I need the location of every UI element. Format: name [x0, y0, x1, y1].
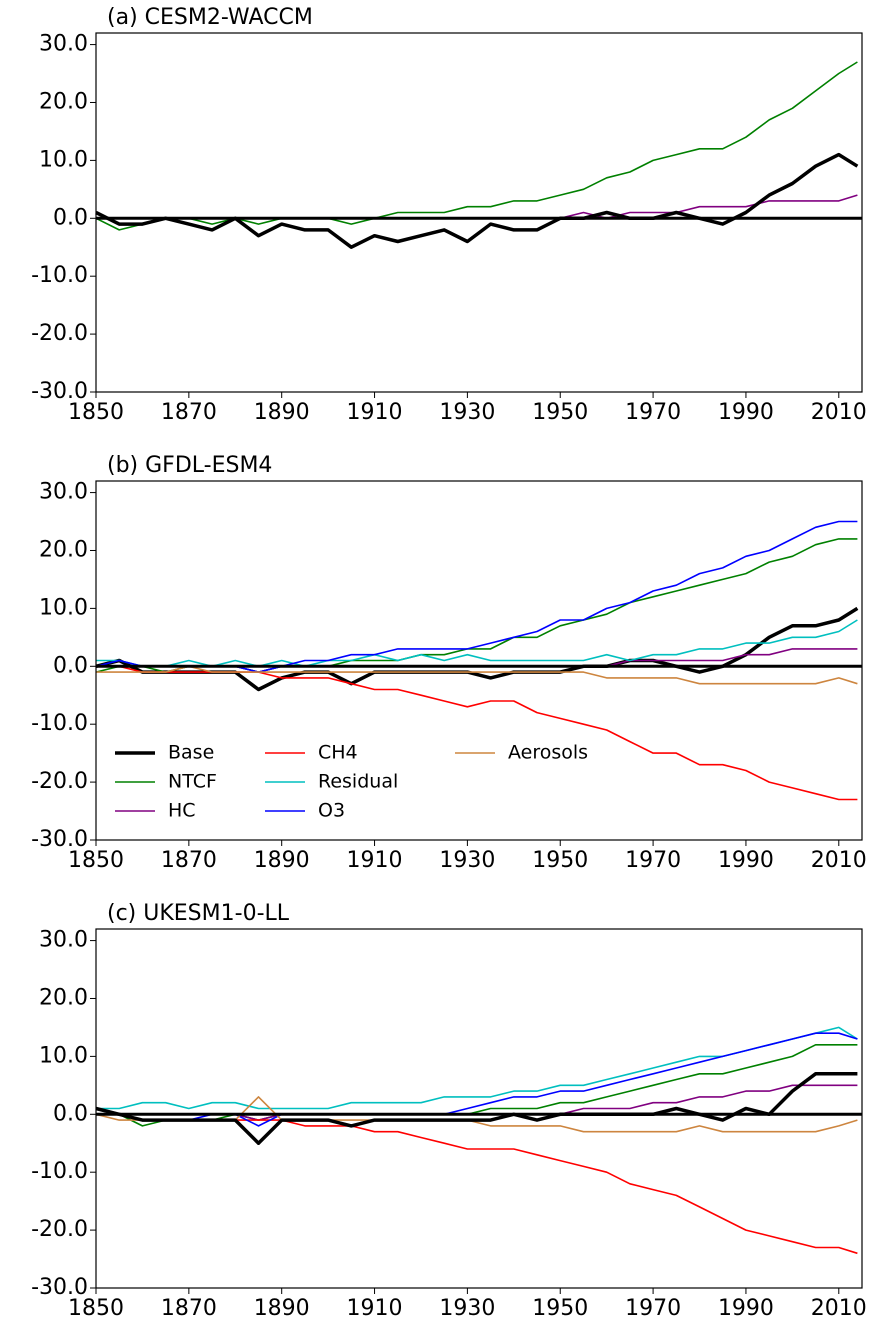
- x-tick-label: 1970: [625, 848, 681, 873]
- x-tick-label: 1870: [161, 848, 217, 873]
- y-tick-label: -30.0: [31, 1275, 88, 1300]
- axes-frame: [95, 928, 863, 1289]
- y-tick-label: -10.0: [31, 1159, 88, 1184]
- series-line: [96, 665, 858, 685]
- y-tick-label: 10.0: [39, 1043, 88, 1068]
- series-line: [96, 1044, 858, 1127]
- x-tick-label: 1890: [254, 1296, 310, 1321]
- x-tick-label: 1910: [347, 1296, 403, 1321]
- y-tick-label: 10.0: [39, 147, 88, 172]
- x-tick-label: 1850: [68, 400, 124, 425]
- x-tick-label: 1850: [68, 1296, 124, 1321]
- x-tick-label: 1950: [532, 848, 588, 873]
- x-tick-label: 1990: [718, 1296, 774, 1321]
- x-tick-label: 1950: [532, 400, 588, 425]
- legend-label: Base: [168, 742, 214, 764]
- x-tick-label: 1890: [254, 400, 310, 425]
- series-line: [95, 538, 858, 673]
- y-tick-label: 10.0: [39, 595, 88, 620]
- y-tick-label: -30.0: [31, 379, 88, 404]
- axes-frame: [95, 480, 863, 841]
- series-line: [95, 152, 859, 249]
- series-line: [96, 619, 858, 668]
- x-tick-label: 1970: [625, 400, 681, 425]
- legend-label: HC: [168, 800, 196, 822]
- panel-title: (a) CESM2-WACCM: [107, 5, 313, 30]
- y-tick-label: -20.0: [31, 321, 88, 346]
- y-tick-label: 30.0: [39, 32, 88, 57]
- panel-title: (c) UKESM1-0-LL: [107, 901, 290, 926]
- y-tick-label: 0.0: [53, 653, 88, 678]
- x-tick-label: 1870: [161, 400, 217, 425]
- legend-label: O3: [318, 800, 345, 822]
- y-tick-label: 20.0: [39, 537, 88, 562]
- y-tick-label: 30.0: [39, 480, 88, 505]
- x-tick-label: 2010: [811, 848, 867, 873]
- y-tick-label: -20.0: [31, 1217, 88, 1242]
- legend-label: NTCF: [168, 771, 217, 793]
- series-line: [96, 1113, 858, 1255]
- x-tick-label: 1990: [718, 848, 774, 873]
- legend-label: CH4: [318, 742, 358, 764]
- y-tick-label: 20.0: [39, 89, 88, 114]
- series-line: [95, 61, 858, 231]
- y-tick-label: -10.0: [31, 263, 88, 288]
- x-tick-label: 1850: [68, 848, 124, 873]
- y-tick-label: 0.0: [53, 205, 88, 230]
- panel-title: (b) GFDL-ESM4: [107, 453, 272, 478]
- x-tick-label: 1930: [439, 400, 495, 425]
- x-tick-label: 2010: [811, 1296, 867, 1321]
- y-tick-label: 20.0: [39, 985, 88, 1010]
- x-tick-label: 1890: [254, 848, 310, 873]
- x-tick-label: 1990: [718, 400, 774, 425]
- y-tick-label: -30.0: [31, 827, 88, 852]
- y-tick-label: 0.0: [53, 1101, 88, 1126]
- x-tick-label: 1930: [439, 848, 495, 873]
- axes-frame: [95, 32, 863, 393]
- x-tick-label: 2010: [811, 400, 867, 425]
- x-tick-label: 1910: [347, 848, 403, 873]
- x-tick-label: 1910: [347, 400, 403, 425]
- series-line: [95, 1072, 858, 1145]
- y-tick-label: -10.0: [31, 711, 88, 736]
- y-tick-label: -20.0: [31, 769, 88, 794]
- x-tick-label: 1950: [532, 1296, 588, 1321]
- x-tick-label: 1930: [439, 1296, 495, 1321]
- series-line: [95, 194, 858, 248]
- y-tick-label: 30.0: [39, 928, 88, 953]
- series-line: [96, 648, 858, 673]
- legend-label: Aerosols: [508, 742, 588, 764]
- x-tick-label: 1970: [625, 1296, 681, 1321]
- legend-label: Residual: [318, 771, 398, 793]
- x-tick-label: 1870: [161, 1296, 217, 1321]
